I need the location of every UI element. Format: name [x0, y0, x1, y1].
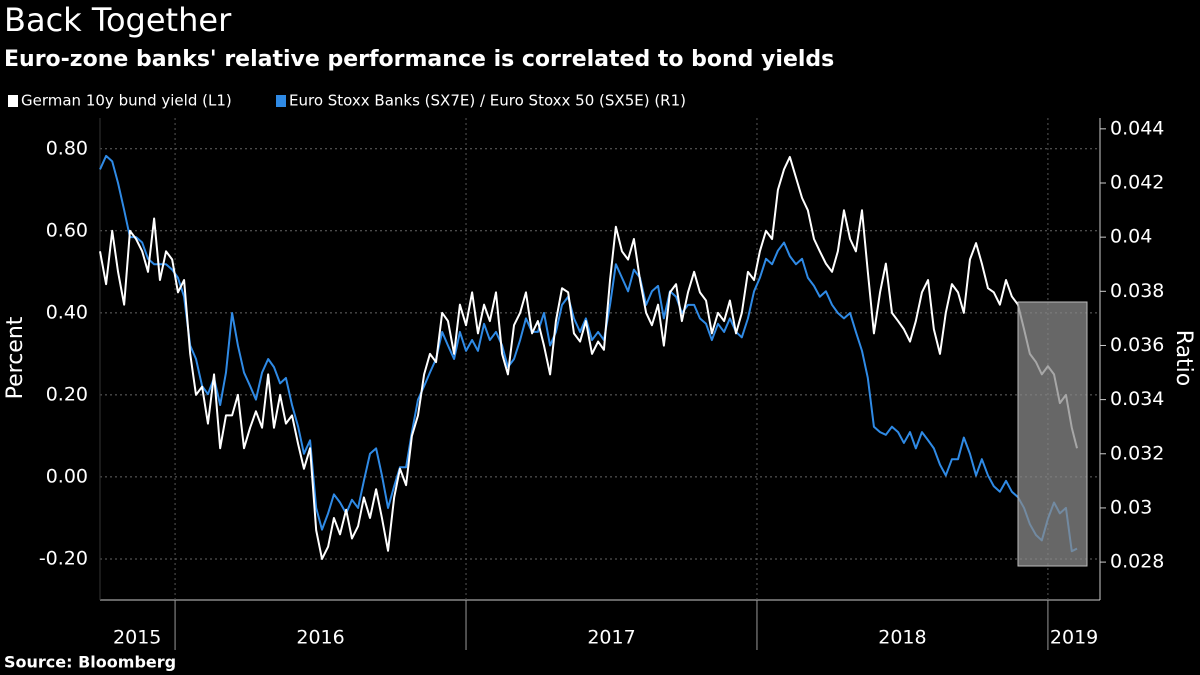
legend: German 10y bund yield (L1) Euro Stoxx Ba… — [8, 92, 686, 110]
legend-label: German 10y bund yield (L1) — [21, 92, 232, 110]
y2-tick-label: 0.034 — [1110, 388, 1164, 410]
legend-swatch — [276, 95, 286, 107]
highlight-box — [1017, 301, 1088, 567]
x-tick-label: 2017 — [587, 627, 635, 649]
line-series — [99, 155, 1078, 560]
legend-swatch — [8, 95, 18, 107]
chart-subtitle: Euro-zone banks' relative performance is… — [4, 47, 834, 72]
y-axis-label: Percent — [3, 316, 28, 399]
y-tick-label: 0.20 — [46, 383, 88, 405]
y-tick-label: 0.00 — [46, 465, 88, 487]
y2-tick-label: 0.04 — [1110, 226, 1152, 248]
chart-title: Back Together — [4, 1, 232, 39]
y2-tick-label: 0.044 — [1110, 117, 1164, 139]
x-tick-label: 2018 — [878, 627, 926, 649]
legend-label: Euro Stoxx Banks (SX7E) / Euro Stoxx 50 … — [289, 92, 686, 110]
source: Source: Bloomberg — [4, 653, 176, 672]
y-tick-label: 0.80 — [46, 137, 88, 159]
line-series — [99, 154, 1078, 553]
x-tick-label: 2015 — [113, 627, 161, 649]
y-tick-label: 0.40 — [46, 301, 88, 323]
y-tick-label: -0.20 — [39, 547, 88, 569]
x-tick-label: 2019 — [1050, 627, 1098, 649]
y-tick-label: 0.60 — [46, 219, 88, 241]
y2-axis-label: Ratio — [1171, 330, 1196, 386]
y2-tick-label: 0.028 — [1110, 551, 1164, 573]
y2-tick-label: 0.03 — [1110, 496, 1152, 518]
y2-tick-label: 0.042 — [1110, 171, 1164, 193]
y2-tick-label: 0.036 — [1110, 334, 1164, 356]
y2-tick-label: 0.038 — [1110, 280, 1164, 302]
y2-tick-label: 0.032 — [1110, 442, 1164, 464]
x-tick-label: 2016 — [296, 627, 344, 649]
